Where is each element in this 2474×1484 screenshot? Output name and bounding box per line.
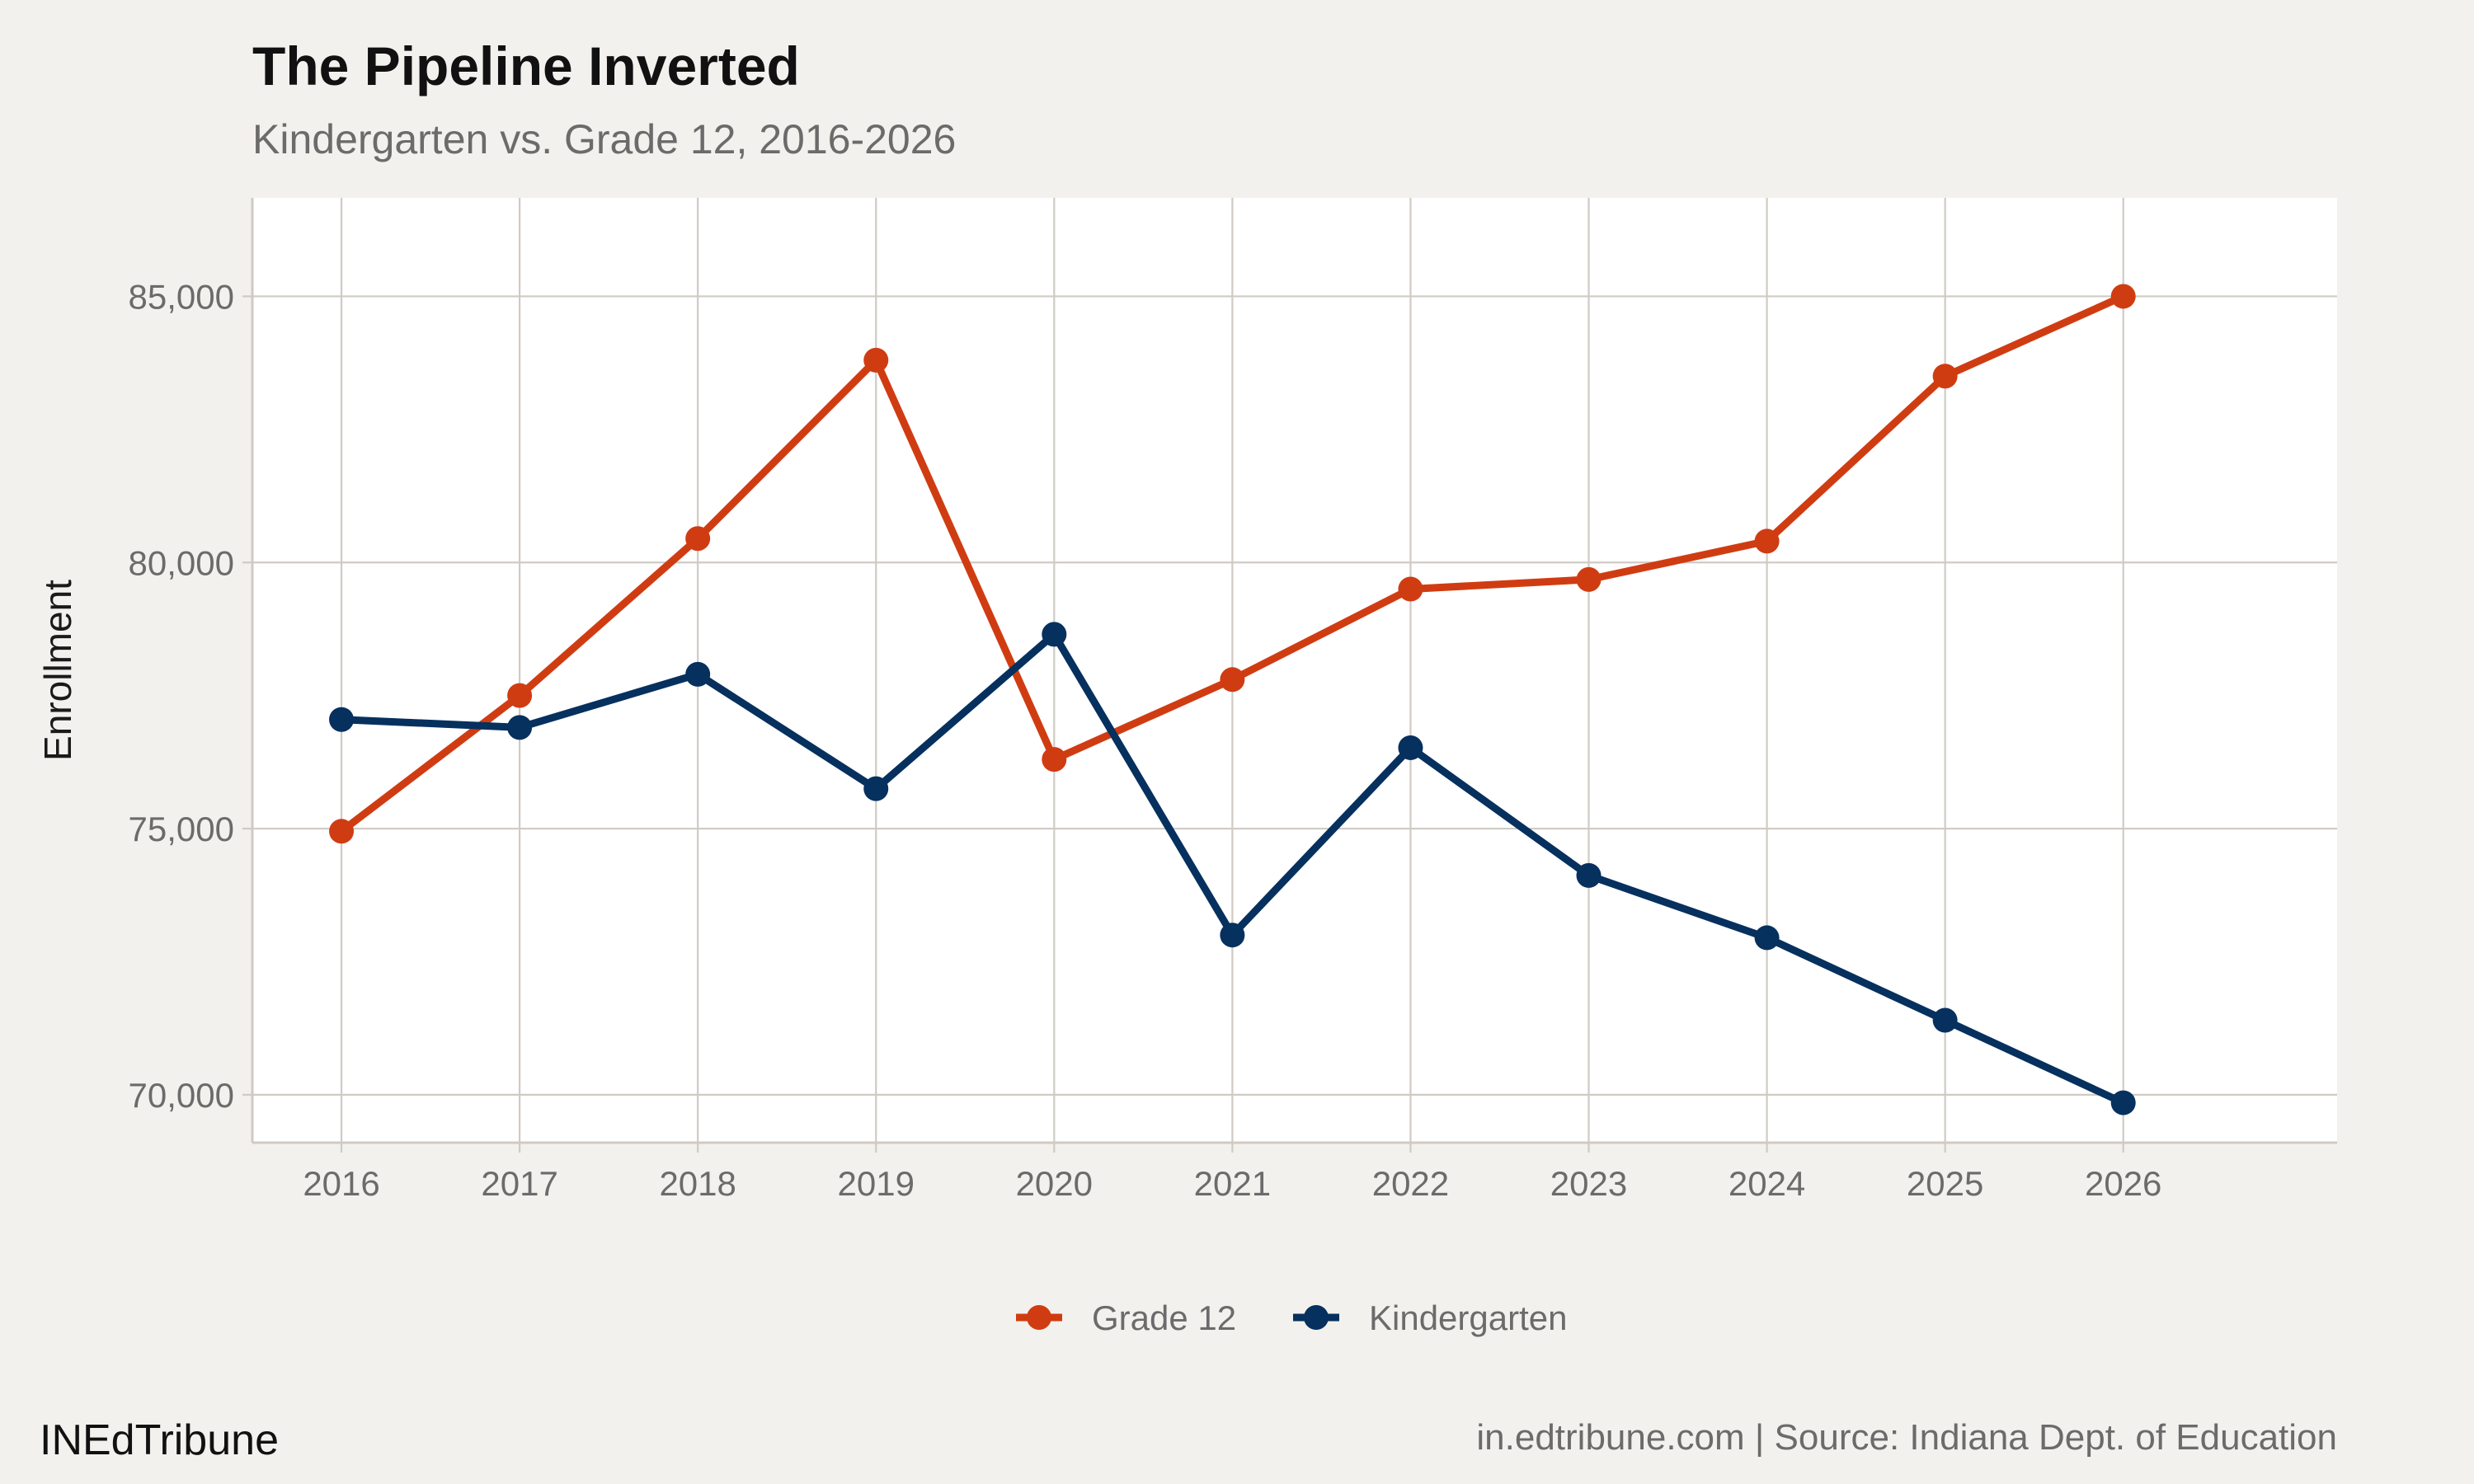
data-point-kindergarten	[1042, 622, 1067, 647]
data-point-grade-12	[1932, 364, 1958, 389]
data-point-grade-12	[1754, 528, 1780, 554]
data-point-grade-12	[2110, 284, 2136, 309]
y-axis-ticks: 70,000 75,000 80,000 85,000	[129, 277, 252, 1115]
data-point-kindergarten	[863, 776, 889, 801]
legend-item-grade-12: Grade 12	[1016, 1298, 1236, 1337]
x-tick-label: 2018	[659, 1164, 736, 1203]
x-tick-label: 2017	[481, 1164, 557, 1203]
legend-label: Grade 12	[1092, 1298, 1236, 1337]
x-tick-label: 2025	[1907, 1164, 1983, 1203]
data-point-kindergarten	[685, 661, 711, 687]
chart-title: The Pipeline Inverted	[252, 35, 800, 96]
brand-name: INEdTribune	[40, 1416, 279, 1464]
x-tick-label: 2022	[1372, 1164, 1449, 1203]
x-tick-label: 2026	[2085, 1164, 2161, 1203]
data-point-kindergarten	[1932, 1007, 1958, 1033]
x-tick-label: 2019	[838, 1164, 915, 1203]
source-note: in.edtribune.com | Source: Indiana Dept.…	[1476, 1417, 2337, 1458]
data-point-kindergarten	[329, 707, 355, 732]
y-tick-label: 70,000	[129, 1076, 234, 1115]
legend-label: Kindergarten	[1369, 1298, 1568, 1337]
data-point-grade-12	[1220, 667, 1245, 693]
series	[329, 284, 2136, 1115]
data-point-grade-12	[329, 819, 355, 844]
x-axis-ticks: 2016 2017 2018 2019 2020 2021 2022 2023 2024 2025…	[303, 1143, 2161, 1203]
legend: Grade 12 Kindergarten	[1016, 1298, 1568, 1337]
x-tick-label: 2020	[1016, 1164, 1093, 1203]
legend-item-kindergarten: Kindergarten	[1293, 1298, 1568, 1337]
data-point-grade-12	[1042, 747, 1067, 773]
y-tick-label: 75,000	[129, 810, 234, 848]
data-point-grade-12	[507, 683, 533, 708]
y-axis-label: Enrollment	[36, 580, 79, 761]
x-tick-label: 2021	[1194, 1164, 1271, 1203]
legend-key-point	[1304, 1305, 1329, 1330]
data-point-grade-12	[1398, 576, 1423, 602]
x-tick-label: 2016	[303, 1164, 379, 1203]
data-point-grade-12	[685, 526, 711, 552]
legend-key-point	[1027, 1305, 1051, 1330]
data-point-grade-12	[863, 347, 889, 373]
data-point-kindergarten	[1220, 923, 1245, 948]
data-point-kindergarten	[1754, 925, 1780, 951]
y-tick-label: 85,000	[129, 277, 234, 316]
y-tick-label: 80,000	[129, 543, 234, 582]
data-point-grade-12	[1576, 566, 1602, 592]
data-point-kindergarten	[507, 715, 533, 740]
chart-subtitle: Kindergarten vs. Grade 12, 2016-2026	[252, 116, 956, 162]
series-grade-12	[329, 284, 2136, 844]
series-kindergarten	[329, 622, 2136, 1115]
x-tick-label: 2023	[1550, 1164, 1627, 1203]
data-point-kindergarten	[1576, 862, 1602, 888]
data-point-kindergarten	[1398, 735, 1423, 760]
x-tick-label: 2024	[1729, 1164, 1805, 1203]
data-point-kindergarten	[2110, 1090, 2136, 1115]
